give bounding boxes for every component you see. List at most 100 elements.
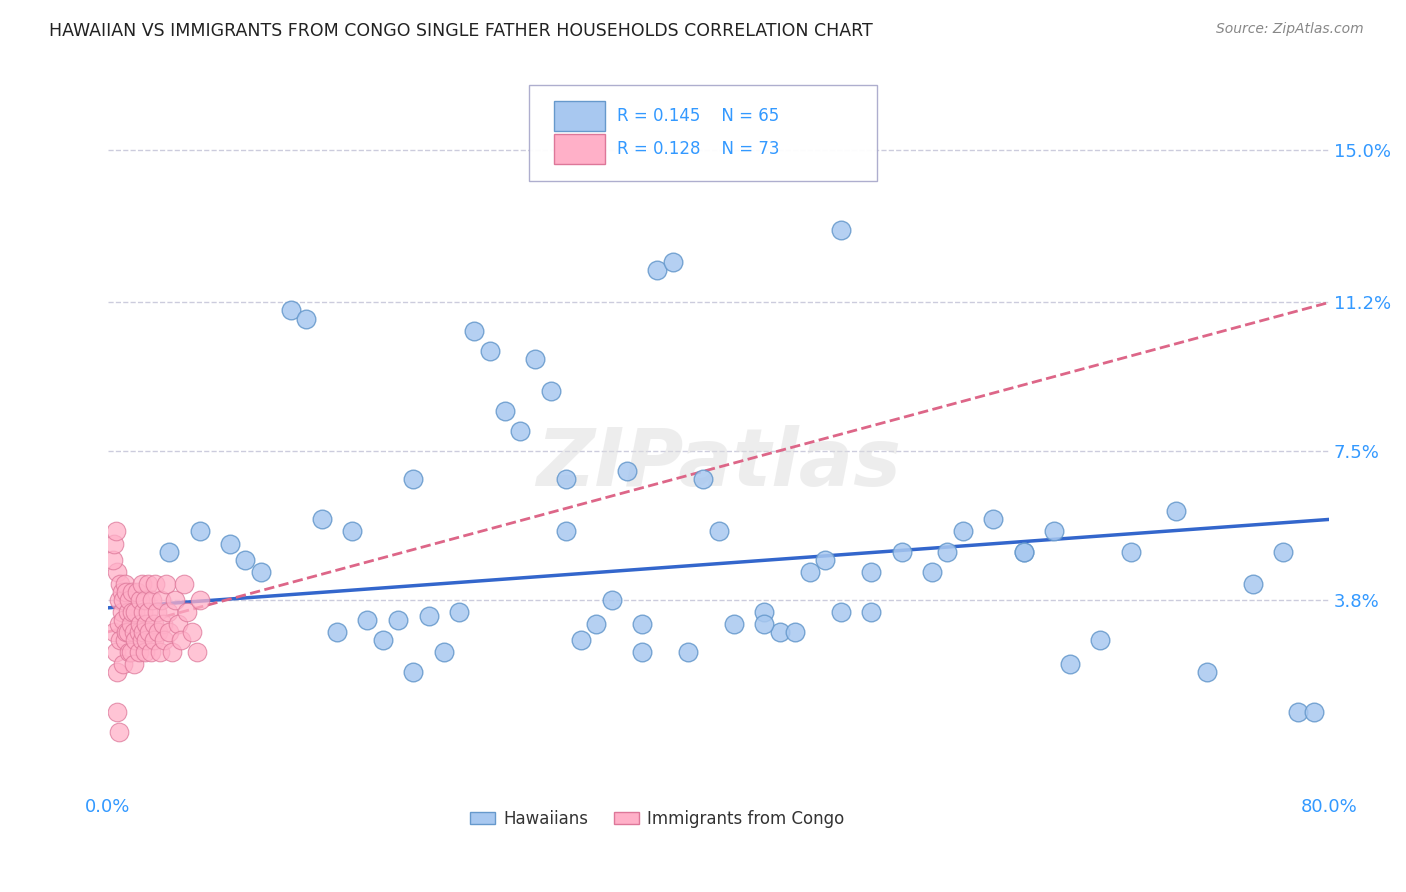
Point [170, 632, 193, 647]
Point [134, 592, 156, 607]
Point [1119, 544, 1142, 558]
Point [402, 665, 425, 679]
Point [219, 536, 242, 550]
Point [433, 645, 456, 659]
Point [103, 536, 125, 550]
Point [692, 472, 714, 486]
Text: Source: ZipAtlas.com: Source: ZipAtlas.com [1216, 22, 1364, 37]
Point [124, 605, 146, 619]
Point [122, 624, 145, 639]
FancyBboxPatch shape [554, 101, 605, 131]
Point [114, 632, 136, 647]
Point [418, 608, 440, 623]
Point [114, 576, 136, 591]
Point [814, 552, 837, 566]
Point [134, 645, 156, 659]
Point [132, 624, 155, 639]
Point [799, 565, 821, 579]
Point [104, 524, 127, 539]
Point [631, 616, 654, 631]
Point [135, 616, 157, 631]
Point [132, 605, 155, 619]
Point [120, 645, 142, 659]
FancyBboxPatch shape [529, 85, 877, 181]
Point [707, 524, 730, 539]
Point [616, 464, 638, 478]
Point [554, 472, 576, 486]
Point [1043, 524, 1066, 539]
Point [165, 592, 187, 607]
Point [135, 632, 157, 647]
Point [131, 576, 153, 591]
Point [860, 605, 883, 619]
Point [1288, 706, 1310, 720]
Text: ZIPatlas: ZIPatlas [536, 425, 901, 503]
Point [157, 544, 180, 558]
Point [150, 592, 173, 607]
Point [160, 645, 183, 659]
Point [111, 605, 134, 619]
Point [936, 544, 959, 558]
Point [153, 632, 176, 647]
Point [136, 605, 159, 619]
Point [524, 351, 547, 366]
Point [105, 565, 128, 579]
Point [157, 624, 180, 639]
Point [1012, 544, 1035, 558]
Point [661, 255, 683, 269]
Point [186, 645, 208, 659]
Point [156, 605, 179, 619]
Point [1059, 657, 1081, 671]
Point [585, 616, 607, 631]
Point [129, 616, 152, 631]
Point [295, 311, 318, 326]
Point [115, 624, 138, 639]
Point [112, 613, 135, 627]
Point [326, 624, 349, 639]
Point [249, 565, 271, 579]
Point [188, 524, 211, 539]
Point [118, 645, 141, 659]
Point [1195, 665, 1218, 679]
Point [125, 584, 148, 599]
Point [124, 632, 146, 647]
Point [128, 645, 150, 659]
Point [152, 616, 174, 631]
Point [981, 512, 1004, 526]
Point [105, 706, 128, 720]
Point [121, 605, 143, 619]
Point [107, 725, 129, 739]
Point [155, 576, 177, 591]
Point [142, 632, 165, 647]
Point [128, 624, 150, 639]
Point [952, 524, 974, 539]
Point [142, 616, 165, 631]
Point [311, 512, 333, 526]
Point [554, 524, 576, 539]
Point [1302, 706, 1324, 720]
Legend: Hawaiians, Immigrants from Congo: Hawaiians, Immigrants from Congo [464, 803, 851, 834]
Point [1012, 544, 1035, 558]
Point [143, 576, 166, 591]
Point [146, 605, 169, 619]
Point [129, 592, 152, 607]
Point [600, 592, 623, 607]
Point [783, 624, 806, 639]
Point [104, 645, 127, 659]
Point [447, 605, 470, 619]
Point [494, 404, 516, 418]
Point [176, 605, 198, 619]
Point [108, 576, 131, 591]
Point [1166, 504, 1188, 518]
Point [122, 657, 145, 671]
Point [105, 665, 128, 679]
Point [103, 624, 125, 639]
Point [141, 592, 163, 607]
Point [921, 565, 943, 579]
Point [118, 592, 141, 607]
Point [111, 584, 134, 599]
Point [112, 592, 135, 607]
Point [131, 632, 153, 647]
Point [120, 616, 142, 631]
Point [387, 613, 409, 627]
